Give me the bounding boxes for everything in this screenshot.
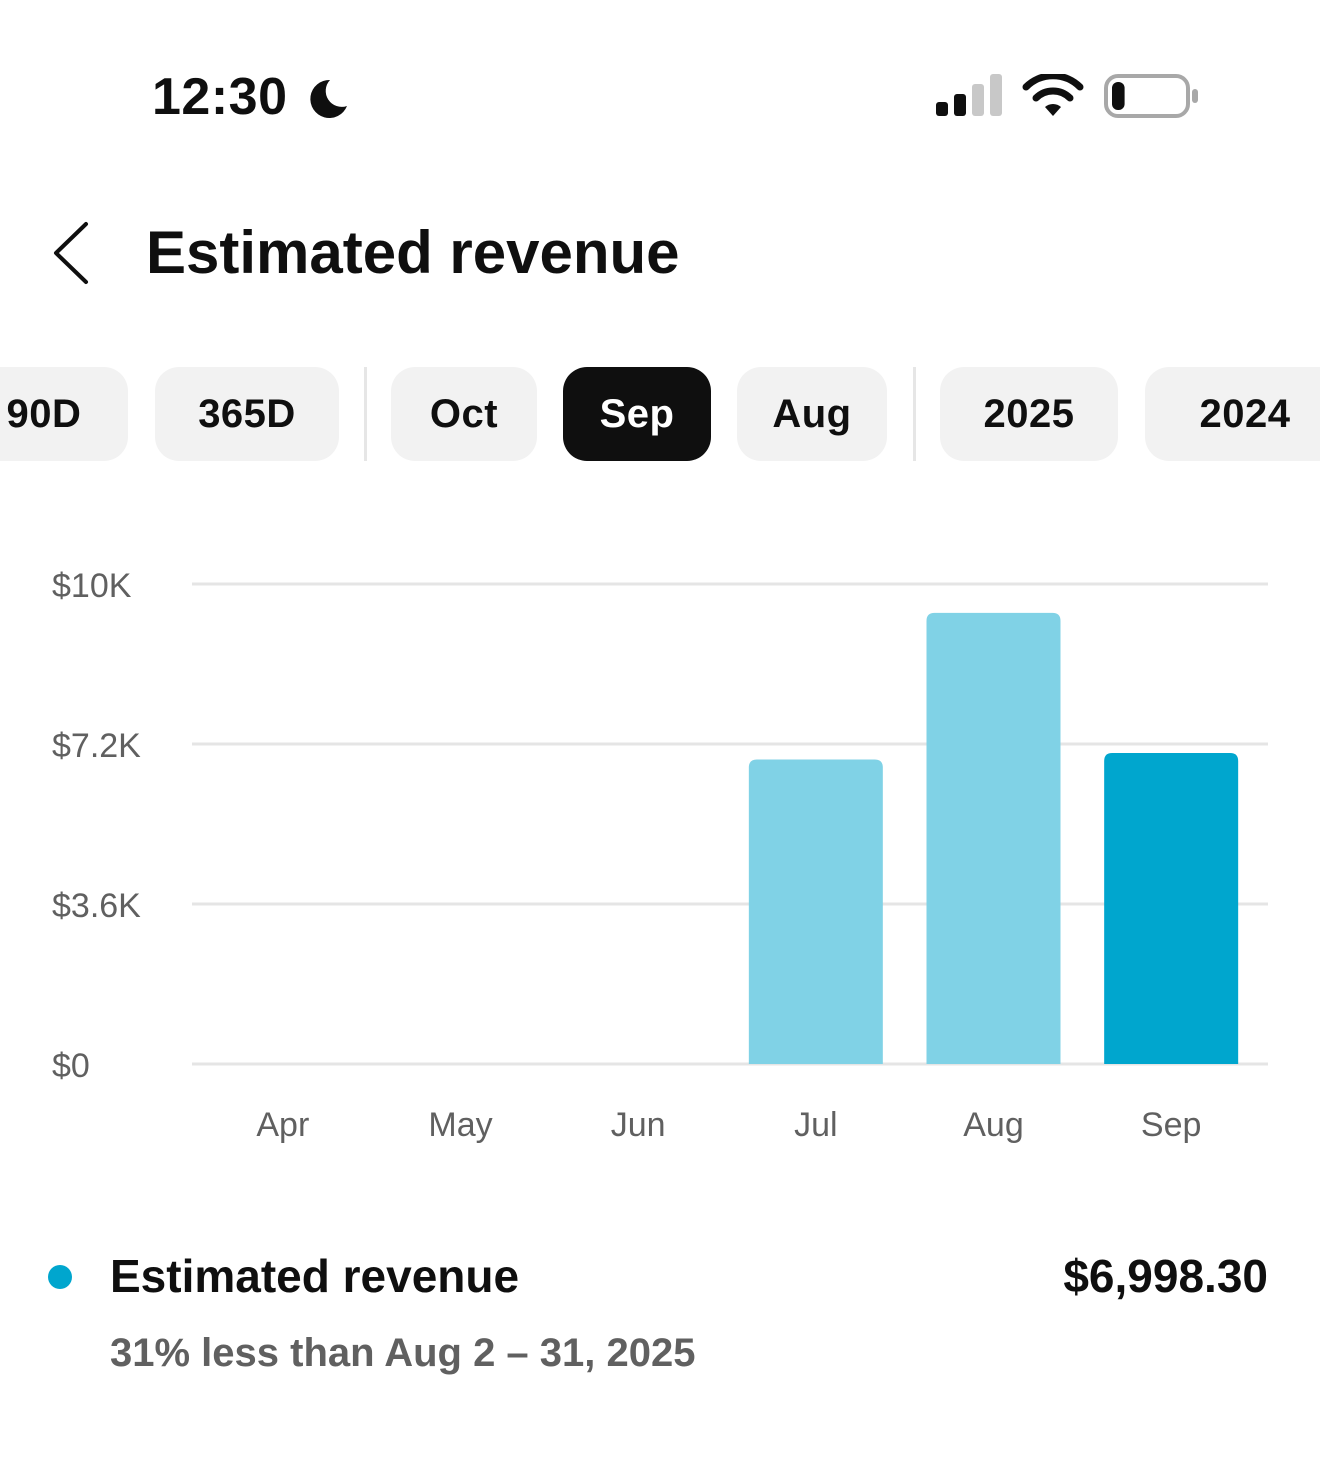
wifi-icon <box>1022 74 1084 116</box>
back-icon[interactable] <box>48 218 96 288</box>
chip-365d[interactable]: 365D <box>155 367 339 461</box>
chip-divider <box>913 367 916 461</box>
moon-icon <box>310 79 347 118</box>
chip-divider <box>364 367 367 461</box>
chip-oct[interactable]: Oct <box>391 367 537 461</box>
battery-icon <box>1104 74 1198 118</box>
comparison-text: 31% less than Aug 2 – 31, 2025 <box>110 1331 696 1375</box>
y-tick-label: $10K <box>52 567 132 605</box>
bar-jul[interactable] <box>748 759 883 1064</box>
legend-label: Estimated revenue <box>110 1250 520 1302</box>
legend-value: $6,998.30 <box>1063 1250 1268 1302</box>
y-tick-label: $0 <box>52 1047 90 1085</box>
y-tick-label: $7.2K <box>52 727 141 765</box>
x-tick-label: Aug <box>963 1106 1024 1144</box>
y-tick-label: $3.6K <box>52 887 141 925</box>
page-title: Estimated revenue <box>146 219 680 286</box>
x-tick-label: Apr <box>256 1106 309 1144</box>
chip-2024[interactable]: 2024 <box>1145 367 1320 461</box>
chip-2025[interactable]: 2025 <box>940 367 1118 461</box>
bar-aug[interactable] <box>926 612 1061 1064</box>
status-time: 12:30 <box>152 68 288 126</box>
chip-aug[interactable]: Aug <box>737 367 887 461</box>
chip-sep[interactable]: Sep <box>563 367 711 461</box>
x-tick-label: Sep <box>1141 1106 1202 1144</box>
legend-dot <box>48 1265 72 1289</box>
revenue-bar-chart: $0 $3.6K $7.2K $10K Apr May Jun Jul Aug Sep <box>52 567 1268 1144</box>
bar-sep[interactable] <box>1104 752 1239 1064</box>
x-tick-label: Jul <box>794 1106 837 1144</box>
x-tick-label: Jun <box>611 1106 666 1144</box>
chip-90d[interactable]: 90D <box>0 367 128 461</box>
x-tick-label: May <box>428 1106 492 1144</box>
cellular-signal-icon <box>936 74 1002 116</box>
